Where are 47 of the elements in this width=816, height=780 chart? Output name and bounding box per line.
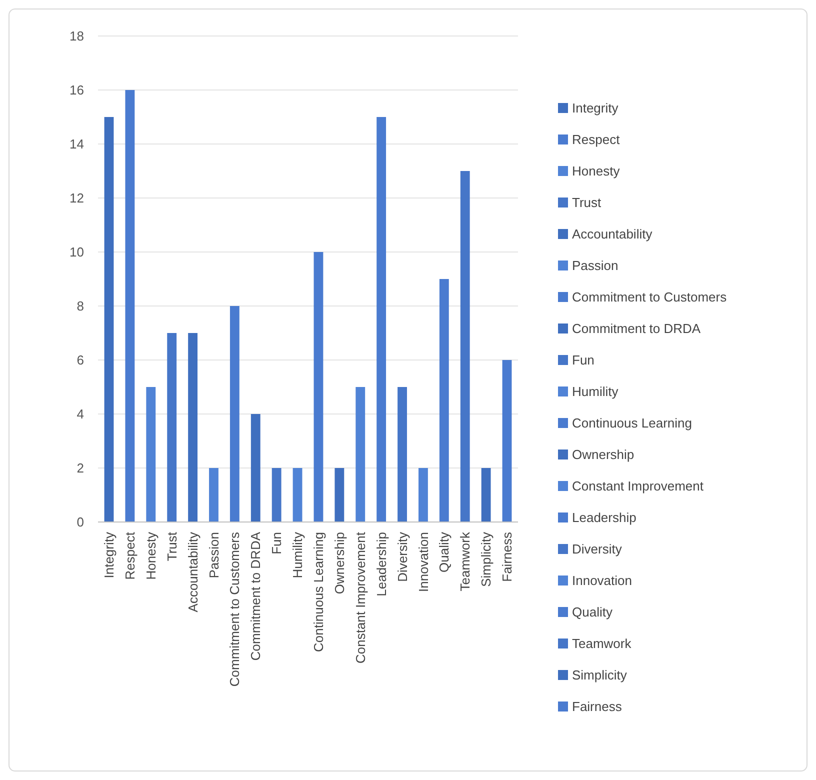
x-tick-label: Simplicity	[478, 532, 494, 587]
y-tick-label: 2	[76, 460, 84, 476]
x-tick-label: Fairness	[500, 532, 515, 582]
y-tick-label: 8	[76, 298, 84, 314]
x-tick-label: Respect	[122, 532, 138, 580]
y-tick-label: 6	[76, 352, 84, 368]
legend-label: Ownership	[572, 447, 634, 462]
legend-label: Simplicity	[572, 668, 628, 683]
legend-label: Commitment to Customers	[572, 290, 728, 305]
x-tick-label: Honesty	[143, 532, 158, 580]
x-tick-label: Trust	[164, 532, 180, 562]
legend-label: Trust	[572, 195, 602, 210]
x-tick-label: Teamwork	[458, 532, 473, 592]
legend-label: Fairness	[572, 699, 622, 714]
x-tick-label: Fun	[269, 532, 284, 554]
legend-label: Commitment to DRDA	[572, 321, 701, 336]
x-tick-label: Humility	[290, 532, 306, 578]
y-tick-label: 16	[70, 82, 84, 98]
legend-label: Respect	[572, 132, 620, 148]
x-tick-label: Quality	[436, 532, 452, 572]
x-tick-label: Continuous Learning	[311, 532, 326, 652]
legend-label: Humility	[572, 384, 619, 400]
x-tick-label: Commitment to DRDA	[248, 532, 264, 661]
y-tick-label: 4	[76, 406, 84, 422]
legend-label: Continuous Learning	[572, 416, 692, 431]
x-tick-label: Ownership	[332, 532, 347, 594]
legend-label: Fun	[572, 352, 594, 368]
x-tick-label: Innovation	[416, 532, 431, 592]
legend-label: Integrity	[572, 100, 619, 116]
x-tick-label: Constant Improvement	[352, 532, 368, 664]
y-tick-label: 14	[70, 136, 84, 152]
x-tick-label: Accountability	[185, 532, 200, 612]
x-tick-label: Commitment to Customers	[227, 532, 242, 687]
legend-label: Teamwork	[572, 636, 632, 652]
legend-label: Passion	[572, 258, 618, 274]
x-tick-label: Leadership	[374, 532, 389, 596]
legend-label: Honesty	[572, 164, 620, 179]
legend-label: Accountability	[572, 226, 653, 242]
x-tick-label: Diversity	[394, 532, 410, 582]
legend-label: Constant Improvement	[572, 478, 704, 494]
y-tick-label: 18	[70, 28, 84, 44]
y-tick-label: 10	[70, 244, 84, 260]
x-tick-label: Passion	[206, 532, 222, 578]
legend-label: Leadership	[572, 510, 636, 526]
x-tick-label: Integrity	[102, 532, 117, 578]
y-tick-label: 0	[76, 514, 84, 530]
y-tick-label: 12	[70, 190, 84, 206]
